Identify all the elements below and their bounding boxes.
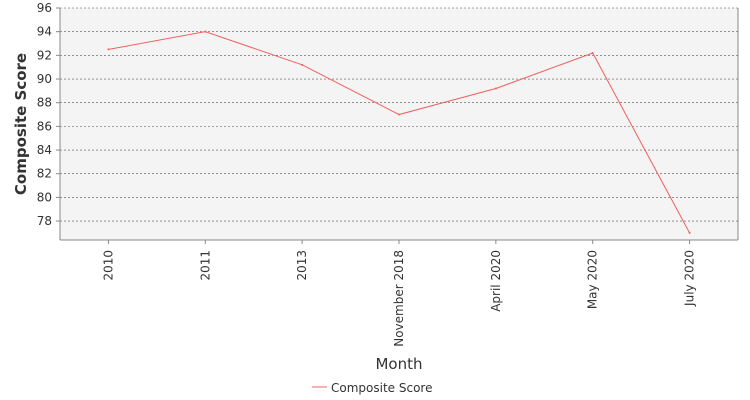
x-tick-label: May 2020: [586, 250, 600, 309]
y-tick-label: 94: [37, 25, 52, 39]
y-tick-label: 80: [37, 190, 52, 204]
plot-area: [60, 8, 738, 240]
data-point: [398, 113, 400, 116]
y-tick-label: 96: [37, 1, 52, 15]
series-layer: [107, 30, 691, 234]
legend: Composite Score: [312, 381, 432, 395]
x-axis-title: Month: [375, 355, 422, 373]
data-point: [204, 30, 207, 33]
data-point: [494, 87, 497, 90]
x-tick-label: July 2020: [683, 250, 697, 307]
y-axis-title: Composite Score: [12, 53, 30, 195]
x-tick-label: 2013: [295, 250, 309, 281]
data-point: [591, 51, 594, 54]
legend-label: Composite Score: [331, 381, 432, 395]
y-tick-label: 82: [37, 167, 52, 181]
x-tick-label: November 2018: [392, 250, 406, 347]
x-tick-label: 2011: [198, 250, 212, 281]
x-tick-label: April 2020: [489, 250, 503, 312]
y-tick-label: 78: [37, 214, 52, 228]
y-tick-label: 88: [37, 96, 52, 110]
data-point: [688, 231, 691, 234]
y-tick-label: 92: [37, 48, 52, 62]
x-tick-label: 2010: [101, 250, 115, 281]
y-tick-label: 84: [37, 143, 52, 157]
y-tick-label: 90: [37, 72, 52, 86]
data-point: [301, 63, 304, 66]
gridlines: [60, 7, 738, 222]
y-axis: 78 80 82 84 86 88 90 92 94 96: [37, 1, 61, 240]
data-point: [107, 48, 110, 51]
y-tick-label: 86: [37, 119, 52, 133]
x-axis: 2010 2011 2013 November 2018 April 2020 May 2…: [60, 8, 739, 347]
